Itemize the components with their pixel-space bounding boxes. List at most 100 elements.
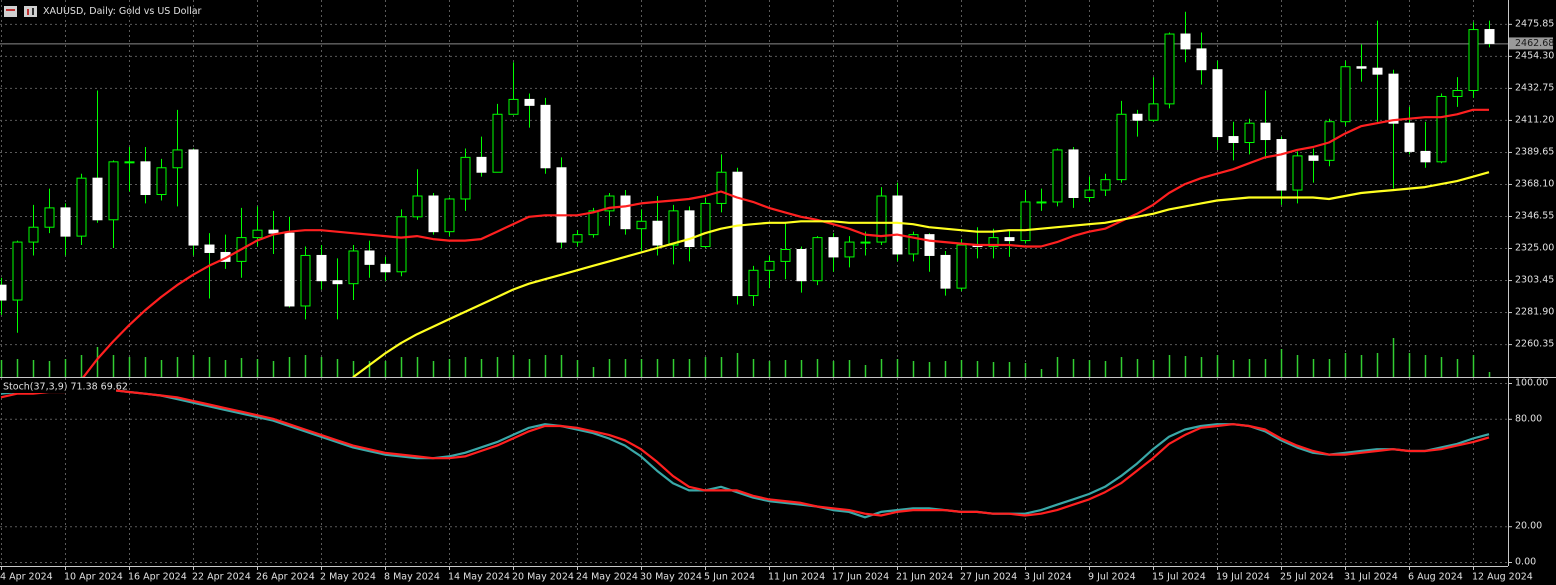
candle-body <box>1292 155 1303 191</box>
candle-body <box>252 229 263 239</box>
line-series <box>352 171 1490 377</box>
candle-body <box>780 249 791 262</box>
x-tick-label: 16 Apr 2024 <box>128 572 187 583</box>
x-tick-label: 22 Apr 2024 <box>192 572 251 583</box>
symbol-icon-bar <box>27 9 29 15</box>
y-tick-label: 2475.85 <box>1515 18 1554 29</box>
y-tick-label: 2454.30 <box>1515 50 1554 61</box>
candle-body <box>1436 95 1447 163</box>
candle-body <box>716 171 727 204</box>
candle-body <box>1356 66 1367 69</box>
x-tick-label: 26 Apr 2024 <box>256 572 315 583</box>
y-tick-label: 2411.20 <box>1515 114 1554 125</box>
candle-body <box>1196 48 1207 71</box>
candle-body <box>108 161 119 221</box>
candle-body <box>524 98 535 106</box>
symbol-icon[interactable] <box>24 6 37 17</box>
candle-body <box>1212 69 1223 138</box>
candle-body <box>860 241 871 244</box>
symbol-icon-bar <box>32 8 34 15</box>
x-tick-label: 14 May 2024 <box>448 572 510 583</box>
candle-body <box>1260 122 1271 141</box>
x-tick-label: 3 Jul 2024 <box>1024 572 1072 583</box>
candle-body <box>1452 89 1463 97</box>
candle-body <box>988 237 999 248</box>
candle-body <box>76 177 87 237</box>
candle-body <box>796 249 807 282</box>
candle-body <box>412 195 423 218</box>
x-tick-label: 15 Jul 2024 <box>1152 572 1206 583</box>
x-tick-label: 11 Jun 2024 <box>768 572 825 583</box>
candle-body <box>748 269 759 297</box>
candle-body <box>12 241 23 301</box>
x-tick-label: 24 May 2024 <box>576 572 638 583</box>
x-tick-label: 30 May 2024 <box>640 572 702 583</box>
x-tick-label: 5 Jun 2024 <box>704 572 755 583</box>
candle-body <box>1116 113 1127 181</box>
candle-body <box>300 254 311 307</box>
last-price-label: 2462.68 <box>1515 38 1554 49</box>
candle-body <box>1132 113 1143 121</box>
menu-icon[interactable] <box>4 6 17 17</box>
line-series <box>0 389 1490 517</box>
candle-body <box>892 195 903 255</box>
candle-body <box>812 237 823 282</box>
x-tick-label: 25 Jul 2024 <box>1280 572 1334 583</box>
overlay: XAUUSD, Daily: Gold vs US Dollar Stoch(3… <box>0 0 1556 567</box>
candle-body <box>0 284 7 301</box>
candle-body <box>1276 139 1287 191</box>
x-tick-label: 6 Aug 2024 <box>1408 572 1463 583</box>
candle-body <box>940 254 951 289</box>
candle-body <box>172 149 183 169</box>
candle-body <box>124 161 135 164</box>
candle-body <box>540 104 551 169</box>
candle-body <box>364 250 375 265</box>
candle-body <box>1004 237 1015 242</box>
candle-body <box>700 202 711 248</box>
candle-body <box>572 234 583 243</box>
candle-body <box>492 113 503 173</box>
candle-body <box>636 220 647 230</box>
candle-body <box>924 234 935 256</box>
x-tick-label: 27 Jun 2024 <box>960 572 1017 583</box>
x-tick-label: 31 Jul 2024 <box>1344 572 1398 583</box>
labels-layer: 4 Apr 2024 10 Apr 2024 16 Apr 2024 22 Apr 2… <box>0 18 1554 582</box>
menu-icon-bar <box>6 9 15 11</box>
candle-body <box>876 195 887 243</box>
y-tick-label: 2325.00 <box>1515 243 1554 254</box>
last-price-box <box>1509 37 1553 50</box>
candle-body <box>460 156 471 200</box>
candle-body <box>588 210 599 236</box>
indicator-title-bg <box>0 380 116 393</box>
candle-body <box>60 207 71 237</box>
x-tick-label: 2 May 2024 <box>320 572 376 583</box>
candle-body <box>908 234 919 255</box>
y-tick-label: 2432.75 <box>1515 82 1554 93</box>
candle-body <box>620 195 631 230</box>
y-tick-label: 2281.90 <box>1515 307 1554 318</box>
y-tick-label: 80.00 <box>1515 413 1542 424</box>
candle-body <box>1484 29 1495 44</box>
candle-body <box>1340 66 1351 123</box>
candle-body <box>1020 201 1031 242</box>
candle-body <box>332 280 343 285</box>
candle-body <box>652 220 663 246</box>
candle-body <box>684 210 695 248</box>
candle-body <box>1388 73 1399 124</box>
line-series <box>82 108 1489 377</box>
candle-body <box>668 210 679 246</box>
stoch-layer <box>0 389 1490 519</box>
candle-body <box>764 260 775 271</box>
y-tick-label: 2260.35 <box>1515 339 1554 350</box>
candle-body <box>188 149 199 246</box>
candle-body <box>28 226 39 243</box>
candle-body <box>1308 155 1319 161</box>
x-tick-label: 8 May 2024 <box>384 572 440 583</box>
candle-body <box>1244 122 1255 144</box>
x-tick-label: 10 Apr 2024 <box>64 572 123 583</box>
candle-body <box>828 237 839 258</box>
candle-body <box>1036 201 1047 204</box>
